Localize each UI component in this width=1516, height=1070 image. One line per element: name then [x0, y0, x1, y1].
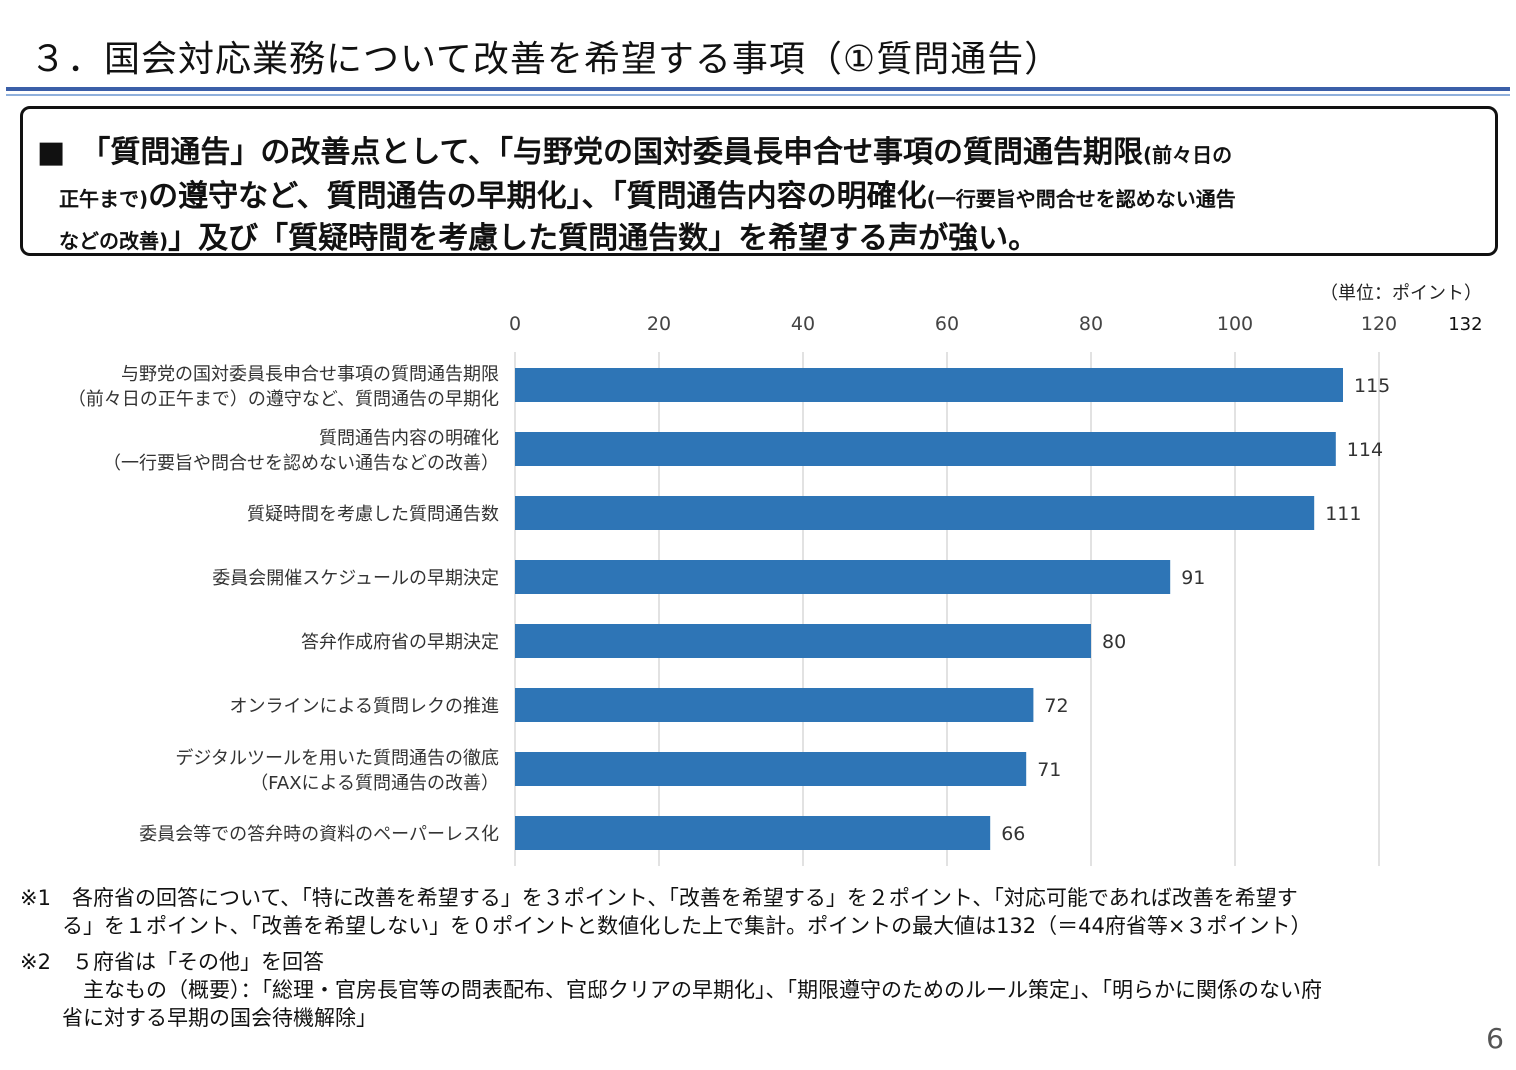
category-label: 委員会等での答弁時の資料のペーパーレス化: [139, 824, 499, 845]
footnote-1-cont: る」を１ポイント、「改善を希望しない」を０ポイントと数値化した上で集計。ポイント…: [20, 914, 1312, 938]
bar: [515, 496, 1315, 530]
bar: [515, 432, 1336, 466]
category-label: （FAXによる質問通告の改善）: [250, 773, 499, 794]
footnote-1: ※1 各府省の回答について、「特に改善を希望する」を３ポイント、「改善を希望する…: [20, 886, 1298, 910]
tick-label: 120: [1361, 313, 1397, 335]
title-rule-light: [6, 94, 1510, 96]
footnote-2-cont: 省に対する早期の国会待機解除」: [20, 1006, 377, 1030]
data-label: 115: [1354, 375, 1390, 397]
footnotes: ※1 各府省の回答について、「特に改善を希望する」を３ポイント、「改善を希望する…: [20, 884, 1504, 1032]
max-tick-label: 132: [1448, 314, 1482, 335]
bar: [515, 752, 1027, 786]
data-label: 91: [1181, 567, 1205, 589]
tick-label: 40: [791, 313, 815, 335]
tick-label: 0: [509, 313, 521, 335]
data-label: 72: [1044, 695, 1068, 717]
summary-note: (一行要旨や問合せを認めない通告: [926, 187, 1236, 211]
summary-box: ■ 「質問通告」の改善点として、「与野党の国対委員長申合せ事項の質問通告期限(前…: [20, 106, 1498, 256]
bar: [515, 560, 1171, 594]
summary-note: などの改善): [59, 229, 169, 253]
summary-text: ■ 「質問通告」の改善点として、「与野党の国対委員長申合せ事項の質問通告期限: [37, 135, 1143, 170]
tick-label: 100: [1217, 313, 1253, 335]
title-rule: [6, 87, 1510, 91]
data-label: 80: [1102, 631, 1126, 653]
data-label: 71: [1037, 759, 1061, 781]
page-number: 6: [1486, 1022, 1504, 1055]
summary-line-2: 正午まで)の遵守など、質問通告の早期化」、「質問通告内容の明確化(一行要旨や問合…: [59, 171, 1236, 215]
summary-note: 正午まで): [59, 187, 149, 211]
footnote-2: ※2 ５府省は「その他」を回答: [20, 950, 324, 974]
bar: [515, 368, 1343, 402]
category-label: オンラインによる質問レクの推進: [230, 696, 499, 717]
category-label: （一行要旨や問合せを認めない通告などの改善）: [103, 453, 499, 474]
data-label: 111: [1325, 503, 1361, 525]
category-label: 質問通告内容の明確化: [319, 428, 499, 449]
bar: [515, 688, 1034, 722]
page-title: ３．国会対応業務について改善を希望する事項（①質問通告）: [30, 39, 1062, 80]
footnote-2-detail: 主なもの（概要）：「総理・官房長官等の問表配布、官邸クリアの早期化」、「期限遵守…: [20, 978, 1322, 1002]
category-label: 質疑時間を考慮した質問通告数: [247, 504, 499, 525]
tick-label: 60: [935, 313, 959, 335]
category-label: 与野党の国対委員長申合せ事項の質問通告期限: [121, 364, 499, 385]
data-label: 114: [1347, 439, 1383, 461]
summary-line-1: ■ 「質問通告」の改善点として、「与野党の国対委員長申合せ事項の質問通告期限(前…: [37, 127, 1232, 171]
category-label: 答弁作成府省の早期決定: [301, 632, 499, 653]
bar: [515, 624, 1091, 658]
summary-text: 」及び「質疑時間を考慮した質問通告数」を希望する声が強い。: [168, 221, 1039, 256]
category-label: デジタルツールを用いた質問通告の徹底: [175, 748, 499, 769]
summary-line-3: などの改善)」及び「質疑時間を考慮した質問通告数」を希望する声が強い。: [59, 213, 1038, 257]
tick-label: 20: [647, 313, 671, 335]
category-label: （前々日の正午まで）の遵守など、質問通告の早期化: [68, 389, 499, 410]
summary-note: (前々日の: [1142, 143, 1233, 167]
unit-label: （単位：ポイント）: [1320, 283, 1482, 304]
data-label: 66: [1001, 823, 1025, 845]
category-label: 委員会開催スケジュールの早期決定: [212, 568, 499, 589]
bar: [515, 816, 991, 850]
tick-label: 80: [1079, 313, 1103, 335]
summary-text: の遵守など、質問通告の早期化」、「質問通告内容の明確化: [148, 179, 927, 214]
